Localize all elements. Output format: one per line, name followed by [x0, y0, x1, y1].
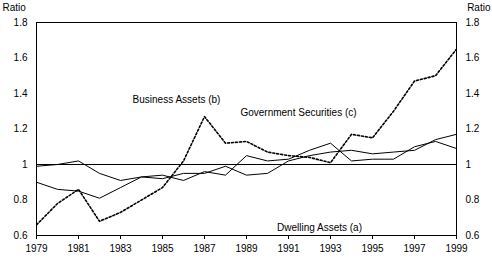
svg-text:1.8: 1.8 [466, 17, 480, 28]
svg-text:Government Securities (c): Government Securities (c) [240, 107, 356, 118]
svg-text:Ratio: Ratio [467, 2, 491, 13]
svg-text:0.8: 0.8 [14, 194, 28, 205]
svg-text:1983: 1983 [109, 243, 132, 254]
svg-text:1.4: 1.4 [14, 88, 28, 99]
svg-text:0.8: 0.8 [466, 194, 480, 205]
svg-text:0.6: 0.6 [466, 230, 480, 241]
svg-text:1.2: 1.2 [466, 123, 480, 134]
svg-text:Dwelling Assets (a): Dwelling Assets (a) [277, 222, 362, 233]
svg-text:1995: 1995 [361, 243, 384, 254]
svg-text:1979: 1979 [25, 243, 48, 254]
svg-text:1991: 1991 [277, 243, 300, 254]
svg-text:0.6: 0.6 [14, 230, 28, 241]
svg-text:1981: 1981 [67, 243, 90, 254]
svg-text:1.8: 1.8 [14, 17, 28, 28]
svg-text:1: 1 [466, 159, 472, 170]
svg-text:1985: 1985 [151, 243, 174, 254]
svg-text:1997: 1997 [403, 243, 426, 254]
svg-text:1989: 1989 [235, 243, 258, 254]
svg-text:1.6: 1.6 [14, 52, 28, 63]
svg-text:1.6: 1.6 [466, 52, 480, 63]
svg-text:1.4: 1.4 [466, 88, 480, 99]
svg-text:1: 1 [22, 159, 28, 170]
svg-text:1.2: 1.2 [14, 123, 28, 134]
svg-text:Ratio: Ratio [3, 2, 27, 13]
svg-text:1993: 1993 [319, 243, 342, 254]
svg-text:1999: 1999 [445, 243, 468, 254]
svg-text:Business Assets (b): Business Assets (b) [133, 94, 221, 105]
svg-text:1987: 1987 [193, 243, 216, 254]
